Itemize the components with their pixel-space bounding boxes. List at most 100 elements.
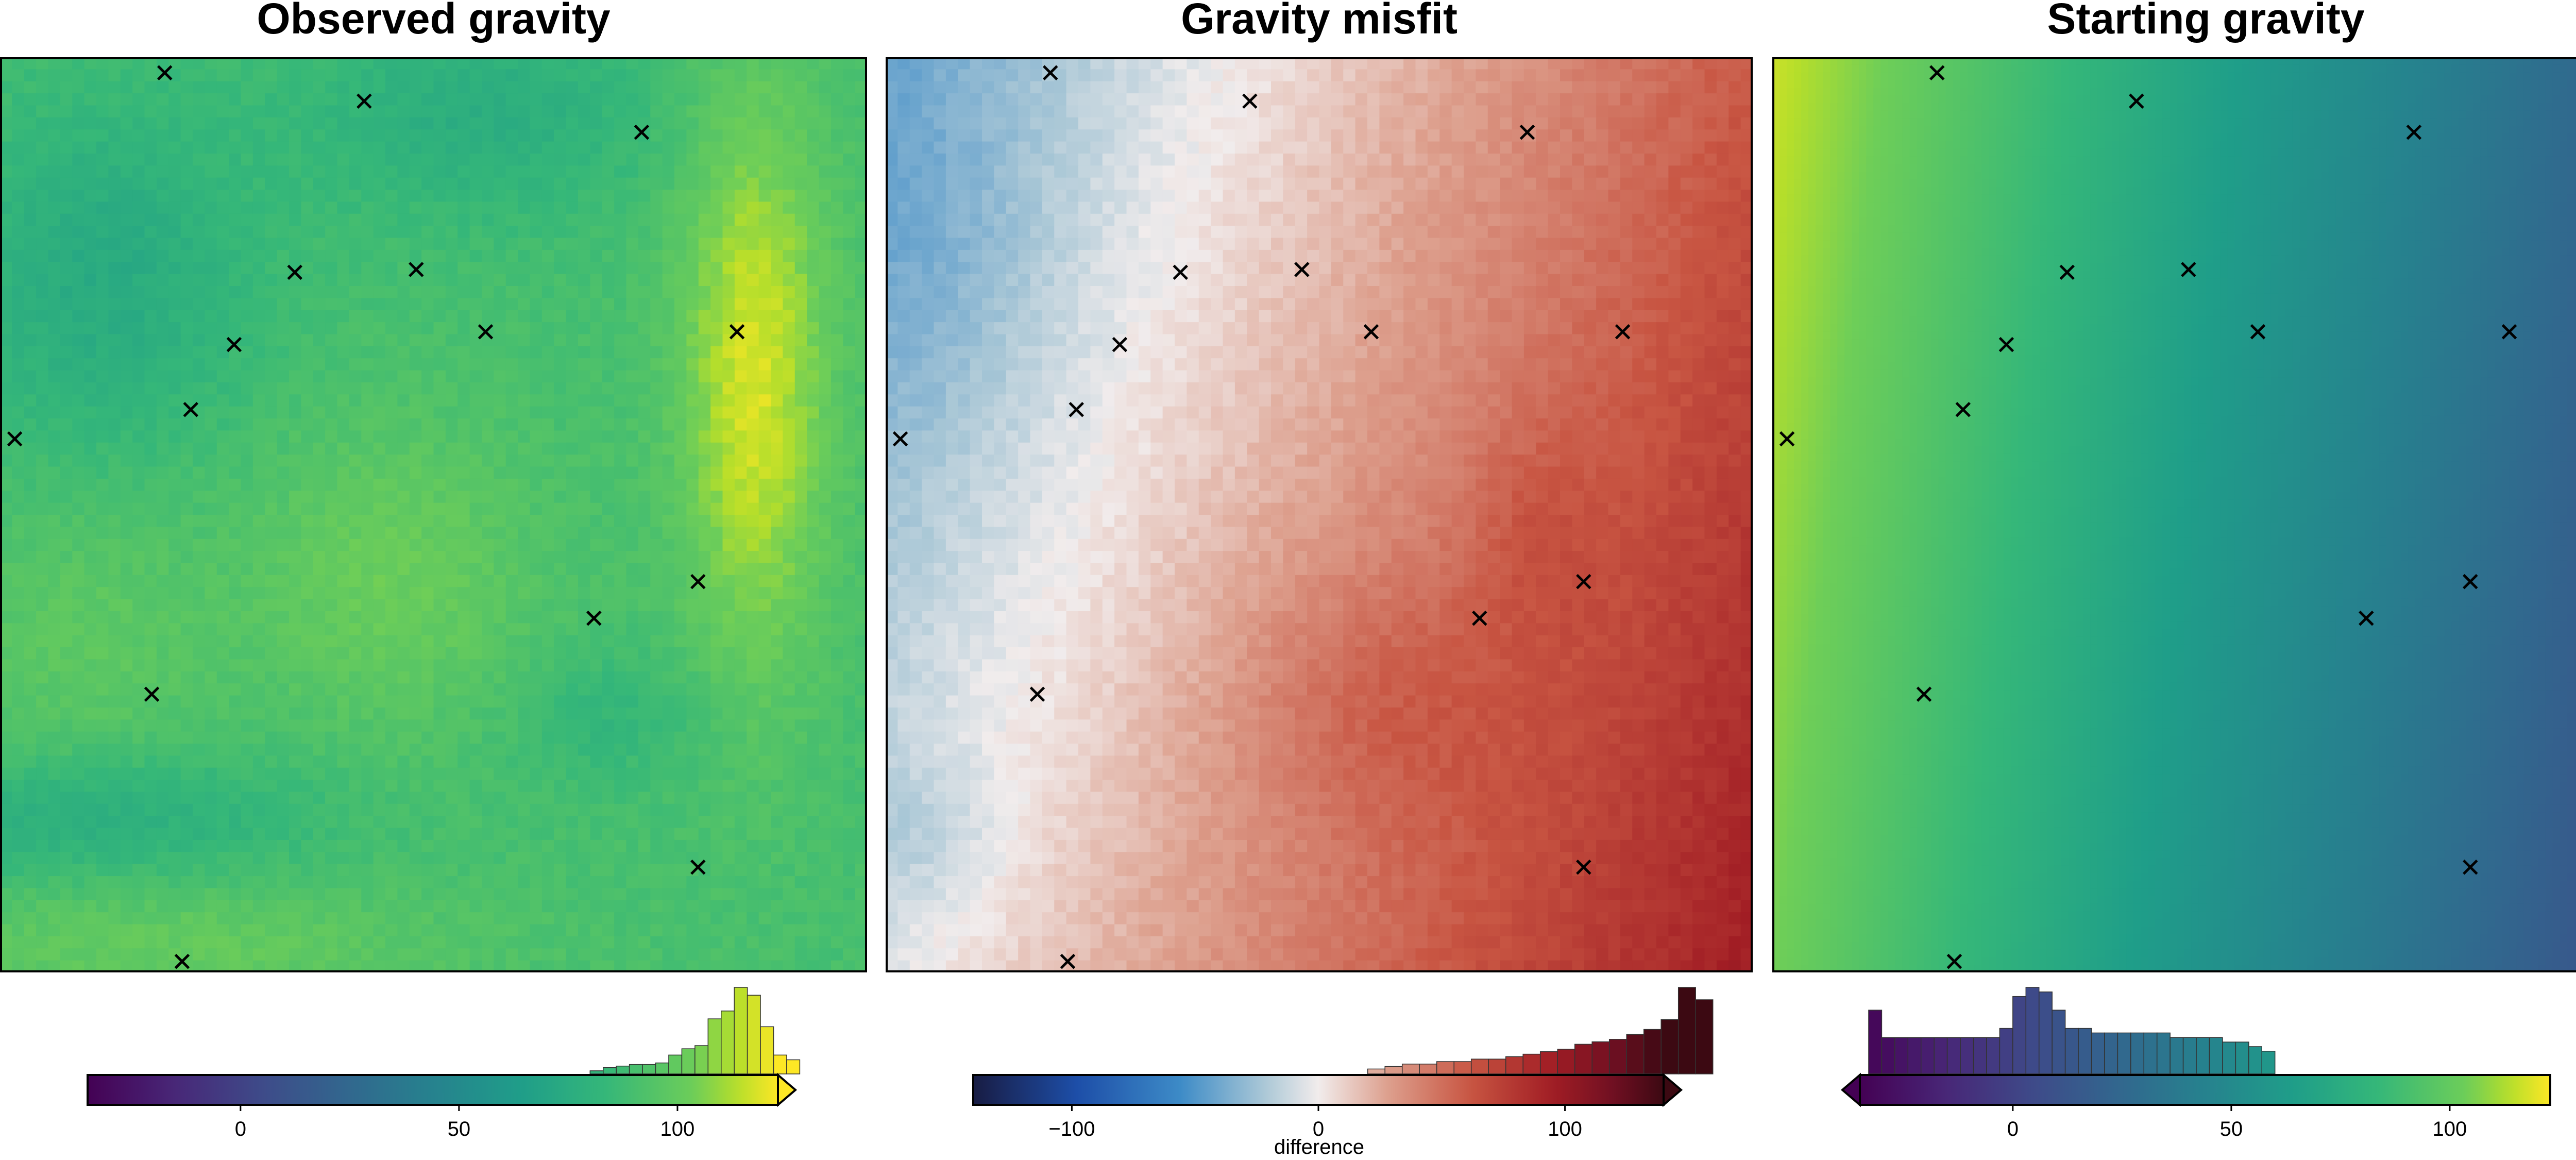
heatmap-cell bbox=[554, 695, 567, 708]
heatmap-cell bbox=[457, 141, 470, 154]
heatmap-cell bbox=[421, 876, 434, 889]
heatmap-cell bbox=[193, 201, 206, 214]
heatmap-cell bbox=[36, 69, 49, 82]
heatmap-cell bbox=[590, 165, 603, 178]
heatmap-cell bbox=[349, 515, 362, 528]
heatmap-cell bbox=[409, 455, 422, 467]
heatmap-cell bbox=[421, 587, 434, 600]
heatmap-cell bbox=[494, 563, 506, 576]
heatmap-cell bbox=[662, 382, 675, 395]
heatmap-cell bbox=[180, 478, 193, 492]
heatmap-cell bbox=[674, 563, 687, 576]
heatmap-cell bbox=[132, 370, 145, 383]
heatmap-cell bbox=[494, 828, 506, 840]
heatmap-cell bbox=[60, 226, 73, 239]
heatmap-cell bbox=[578, 57, 591, 70]
heatmap-cell bbox=[771, 298, 784, 311]
heatmap-cell bbox=[783, 249, 795, 263]
heatmap-cell bbox=[48, 527, 61, 540]
heatmap-cell bbox=[301, 153, 314, 166]
heatmap-cell bbox=[698, 69, 711, 82]
heatmap-cell bbox=[168, 527, 181, 540]
heatmap-cell bbox=[120, 611, 133, 624]
heatmap-cell bbox=[24, 707, 37, 720]
heatmap-cell bbox=[120, 816, 133, 829]
heatmap-cell bbox=[108, 418, 121, 431]
heatmap-cell bbox=[807, 563, 820, 576]
heatmap-cell bbox=[758, 466, 771, 479]
heatmap-cell bbox=[409, 478, 422, 492]
heatmap-cell bbox=[277, 177, 290, 190]
heatmap-cell bbox=[831, 767, 844, 780]
heatmap-cell bbox=[505, 611, 518, 624]
heatmap-cell bbox=[24, 153, 37, 166]
heatmap-cell bbox=[349, 755, 362, 768]
heatmap-cell bbox=[36, 213, 49, 226]
heatmap-cell bbox=[277, 298, 290, 311]
heatmap-cell bbox=[722, 478, 735, 492]
heatmap-cell bbox=[819, 611, 832, 624]
heatmap-cell bbox=[229, 647, 242, 660]
heatmap-cell bbox=[698, 165, 711, 178]
heatmap-cell bbox=[505, 346, 518, 359]
heatmap-cell bbox=[337, 599, 350, 612]
heatmap-cell bbox=[505, 466, 518, 479]
heatmap-cell bbox=[819, 719, 832, 732]
heatmap-cell bbox=[578, 828, 591, 840]
heatmap-cell bbox=[205, 298, 217, 311]
heatmap-cell bbox=[12, 647, 25, 660]
heatmap-cell bbox=[602, 346, 615, 359]
heatmap-cell bbox=[277, 478, 290, 492]
heatmap-cell bbox=[734, 190, 748, 203]
heatmap-cell bbox=[614, 852, 627, 865]
heatmap-cell bbox=[674, 117, 687, 130]
heatmap-cell bbox=[84, 129, 97, 142]
heatmap-cell bbox=[855, 406, 867, 419]
heatmap-cell bbox=[698, 57, 711, 70]
heatmap-cell bbox=[698, 81, 711, 94]
heatmap-cell bbox=[409, 153, 422, 166]
heatmap-cell bbox=[180, 683, 193, 696]
heatmap-cell bbox=[698, 105, 711, 118]
heatmap-cell bbox=[144, 346, 157, 359]
heatmap-cell bbox=[229, 816, 242, 829]
heatmap-cell bbox=[120, 575, 133, 588]
heatmap-cell bbox=[12, 286, 25, 299]
heatmap-cell bbox=[590, 587, 603, 600]
heatmap-cell bbox=[807, 611, 820, 624]
heatmap-cell bbox=[855, 683, 867, 696]
heatmap-cell bbox=[168, 81, 181, 94]
heatmap-cell bbox=[337, 876, 350, 889]
heatmap-cell bbox=[855, 587, 867, 600]
heatmap-cell bbox=[686, 744, 699, 756]
heatmap-cell bbox=[482, 864, 495, 877]
heatmap-cell bbox=[783, 816, 795, 829]
heatmap-cell bbox=[505, 767, 518, 780]
heatmap-cell bbox=[494, 274, 506, 287]
heatmap-cell bbox=[469, 226, 482, 239]
heatmap-cell bbox=[855, 864, 867, 877]
heatmap-cell bbox=[614, 876, 627, 889]
heatmap-cell bbox=[265, 515, 278, 528]
heatmap-cell bbox=[698, 539, 711, 551]
heatmap-cell bbox=[24, 430, 37, 443]
heatmap-cell bbox=[373, 635, 386, 648]
heatmap-cell bbox=[397, 93, 410, 106]
heatmap-cell bbox=[397, 659, 410, 672]
heatmap-cell bbox=[373, 792, 386, 804]
heatmap-cell bbox=[638, 731, 651, 744]
heatmap-cell bbox=[252, 695, 266, 708]
heatmap-cell bbox=[855, 382, 867, 395]
heatmap-cell bbox=[48, 792, 61, 804]
heatmap-cell bbox=[0, 466, 13, 479]
heatmap-cell bbox=[180, 310, 193, 323]
heatmap-cell bbox=[180, 502, 193, 515]
heatmap-cell bbox=[241, 767, 253, 780]
heatmap-cell bbox=[120, 466, 133, 479]
heatmap-cell bbox=[698, 358, 711, 371]
heatmap-cell bbox=[361, 635, 374, 648]
heatmap-cell bbox=[252, 394, 266, 407]
heatmap-cell bbox=[385, 539, 398, 551]
heatmap-cell bbox=[747, 731, 759, 744]
heatmap-cell bbox=[505, 406, 518, 419]
